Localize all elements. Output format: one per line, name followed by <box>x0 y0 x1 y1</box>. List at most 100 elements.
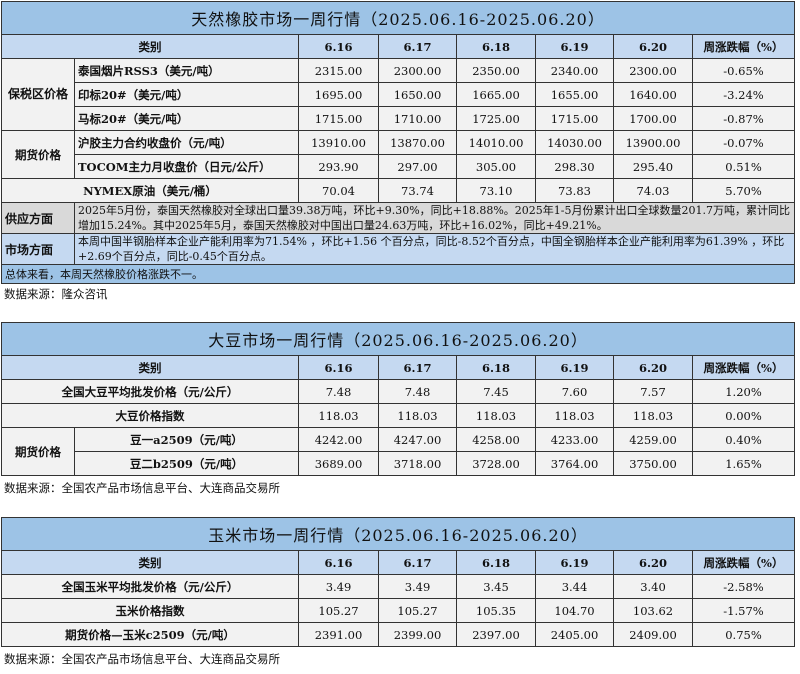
cell: 14010.00 <box>456 130 536 155</box>
cell: 1665.00 <box>456 82 536 107</box>
cell: 2397.00 <box>456 622 536 647</box>
cell: 2409.00 <box>613 622 693 647</box>
group-label: 期货价格 <box>1 427 75 476</box>
cell: 4247.00 <box>378 427 457 452</box>
cell: 74.03 <box>613 178 693 203</box>
summary-row: 总体来看，本周天然橡胶价格涨跌不一。 <box>0 264 796 284</box>
cell: 3.40 <box>613 574 693 599</box>
cell: 3.49 <box>378 574 457 599</box>
cell: 1650.00 <box>378 82 457 107</box>
market-label: 市场方面 <box>1 233 75 265</box>
cell: 3728.00 <box>456 451 536 476</box>
row-label: 豆二b2509（元/吨） <box>74 451 299 476</box>
header-date: 6.20 <box>613 355 693 380</box>
supply-text: 2025年5月份，泰国天然橡胶对全球出口量39.38万吨，环比+9.30%，同比… <box>73 202 796 234</box>
row-label: 印标20#（美元/吨） <box>74 82 299 107</box>
table-row: NYMEX原油（美元/桶） 70.04 73.74 73.10 73.83 74.03 5… <box>1 178 796 203</box>
row-label: 玉米价格指数 <box>1 598 299 623</box>
cell: 0.00% <box>691 403 796 428</box>
cell: 1695.00 <box>298 82 379 107</box>
cell: 103.62 <box>613 598 693 623</box>
summary-text: 总体来看，本周天然橡胶价格涨跌不一。 <box>0 264 796 284</box>
row-label: 豆一a2509（元/吨） <box>74 427 299 452</box>
cell: 118.03 <box>535 403 614 428</box>
soybean-table: 大豆市场一周行情（2025.06.16-2025.06.20） 类别 6.16 … <box>0 322 796 476</box>
header-date: 6.20 <box>613 34 693 59</box>
cell: 1.65% <box>691 451 796 476</box>
cell: 1.20% <box>691 379 796 404</box>
table-row: 豆二b2509（元/吨） 3689.00 3718.00 3728.00 3764.0… <box>2 451 796 476</box>
rubber-table: 天然橡胶市场一周行情（2025.06.16-2025.06.20） 类别 6.1… <box>0 1 796 284</box>
header-row: 类别 6.16 6.17 6.18 6.19 6.20 周涨跌幅（%） <box>1 550 796 575</box>
group-label: 期货价格 <box>1 130 75 179</box>
row-label: NYMEX原油（美元/桶） <box>1 178 299 203</box>
cell: 13870.00 <box>378 130 457 155</box>
table-row: 全国大豆平均批发价格（元/公斤） 7.48 7.48 7.45 7.60 7.57 1.2… <box>1 379 796 404</box>
header-change: 周涨跌幅（%） <box>691 550 796 575</box>
cell: 7.60 <box>535 379 614 404</box>
header-date: 6.17 <box>378 355 457 380</box>
table-row: 大豆价格指数 118.03 118.03 118.03 118.03 118.03 0.0… <box>1 403 796 428</box>
cell: -0.65% <box>691 58 796 83</box>
cell: 73.74 <box>378 178 457 203</box>
cell: 118.03 <box>298 403 379 428</box>
table-row: 期货价格 豆一a2509（元/吨） 4242.00 4247.00 4258.00 4… <box>1 427 796 476</box>
header-date: 6.19 <box>535 355 614 380</box>
row-label: 全国玉米平均批发价格（元/公斤） <box>1 574 299 599</box>
cell: -1.57% <box>691 598 796 623</box>
table-row: 期货价格 沪胶主力合约收盘价（元/吨） 13910.00 13870.00 1401… <box>1 130 796 179</box>
cell: 13910.00 <box>298 130 379 155</box>
cell: 2300.00 <box>613 58 693 83</box>
cell: 105.27 <box>378 598 457 623</box>
cell: 7.48 <box>378 379 457 404</box>
cell: 3.45 <box>456 574 536 599</box>
cell: 0.75% <box>691 622 796 647</box>
cell: 3750.00 <box>613 451 693 476</box>
cell: 3.49 <box>298 574 379 599</box>
cell: -3.24% <box>691 82 796 107</box>
supply-label: 供应方面 <box>1 202 75 234</box>
cell: 118.03 <box>378 403 457 428</box>
market-row: 市场方面 本周中国半钢胎样本企业产能利用率为71.54% ，环比+1.56 个百… <box>1 233 796 265</box>
header-change: 周涨跌幅（%） <box>691 34 796 59</box>
row-label: 沪胶主力合约收盘价（元/吨） <box>74 130 299 155</box>
cell: 70.04 <box>298 178 379 203</box>
header-date: 6.18 <box>456 550 536 575</box>
cell: 1715.00 <box>298 106 379 131</box>
header-date: 6.18 <box>456 34 536 59</box>
header-category: 类别 <box>1 355 299 380</box>
cell: 7.48 <box>298 379 379 404</box>
header-date: 6.19 <box>535 550 614 575</box>
table-title: 玉米市场一周行情（2025.06.16-2025.06.20） <box>0 517 796 551</box>
cell: 1715.00 <box>535 106 614 131</box>
table-row: 印标20#（美元/吨） 1695.00 1650.00 1665.00 1655.00… <box>2 82 796 107</box>
data-source: 数据来源：隆众咨讯 <box>4 287 108 301</box>
row-label: 全国大豆平均批发价格（元/公斤） <box>1 379 299 404</box>
row-label: 大豆价格指数 <box>1 403 299 428</box>
cell: 13900.00 <box>613 130 693 155</box>
corn-table: 玉米市场一周行情（2025.06.16-2025.06.20） 类别 6.16 … <box>0 517 796 647</box>
header-category: 类别 <box>1 550 299 575</box>
header-category: 类别 <box>1 34 299 59</box>
table-row: 期货价格—玉米c2509（元/吨） 2391.00 2399.00 2397.00 2… <box>1 622 796 647</box>
cell: 105.27 <box>298 598 379 623</box>
cell: 2315.00 <box>298 58 379 83</box>
cell: 297.00 <box>378 154 457 179</box>
table-row: 玉米价格指数 105.27 105.27 105.35 104.70 103.62 -1.… <box>1 598 796 623</box>
group-label: 保税区价格 <box>1 58 75 131</box>
data-source: 数据来源：全国农产品市场信息平台、大连商品交易所 <box>4 652 280 666</box>
market-text: 本周中国半钢胎样本企业产能利用率为71.54% ，环比+1.56 个百分点，同比… <box>73 233 796 265</box>
cell: 3718.00 <box>378 451 457 476</box>
table-title: 大豆市场一周行情（2025.06.16-2025.06.20） <box>0 322 796 356</box>
cell: 2300.00 <box>378 58 457 83</box>
cell: -2.58% <box>691 574 796 599</box>
header-date: 6.19 <box>535 34 614 59</box>
cell: 7.57 <box>613 379 693 404</box>
row-label: 泰国烟片RSS3（美元/吨） <box>74 58 299 83</box>
table-row: 马标20#（美元/吨） 1715.00 1710.00 1725.00 1715.00… <box>2 106 796 131</box>
cell: 4242.00 <box>298 427 379 452</box>
cell: 4233.00 <box>535 427 614 452</box>
cell: 293.90 <box>298 154 379 179</box>
cell: 73.10 <box>456 178 536 203</box>
cell: 4258.00 <box>456 427 536 452</box>
